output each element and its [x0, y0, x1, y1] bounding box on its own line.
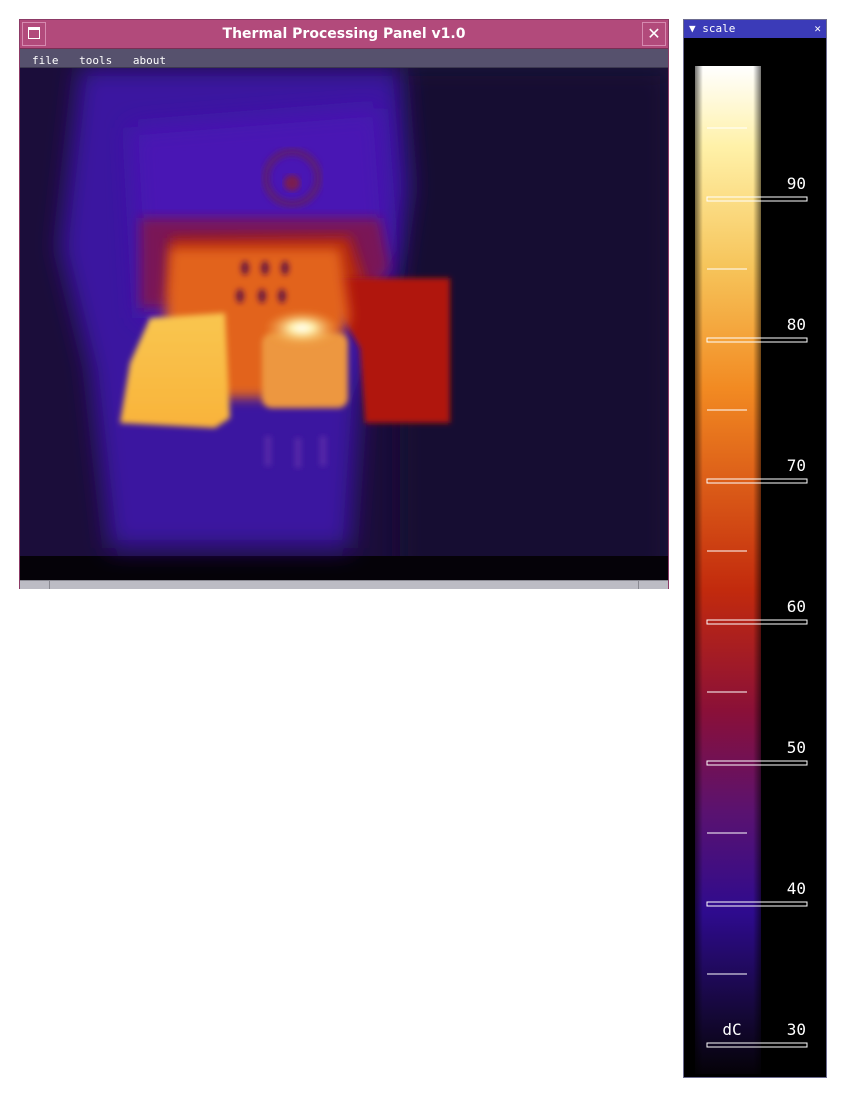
scale-minor-tick: [707, 973, 747, 975]
scale-minor-tick: [707, 691, 747, 693]
main-window: Thermal Processing Panel v1.0 ✕ file too…: [19, 19, 669, 589]
color-scale-bar: 90 80 70 60 50 40 30 dC: [695, 66, 808, 1074]
scale-title-bar[interactable]: ▼ scale ✕: [684, 20, 826, 38]
scale-major-tick: [706, 196, 808, 202]
status-segment: [638, 581, 639, 589]
scale-label: 50: [787, 738, 806, 757]
menu-bar: file tools about: [20, 49, 668, 68]
menu-about[interactable]: about: [132, 54, 167, 67]
scale-major-tick: [706, 619, 808, 625]
window-title: Thermal Processing Panel v1.0: [222, 26, 466, 42]
scale-minor-tick: [707, 550, 747, 552]
scale-major-tick: [706, 760, 808, 766]
scale-label: 40: [787, 879, 806, 898]
title-bar[interactable]: Thermal Processing Panel v1.0 ✕: [20, 20, 668, 49]
scale-window: ▼ scale ✕ 90 80 70 60 50 40 30 dC: [683, 19, 827, 1078]
scale-label: 60: [787, 597, 806, 616]
scale-major-tick: [706, 1042, 808, 1048]
scale-title[interactable]: ▼ scale: [689, 22, 736, 35]
menu-file[interactable]: file: [32, 54, 59, 67]
scale-minor-tick: [707, 409, 747, 411]
scale-label: 90: [787, 174, 806, 193]
scale-label: 30: [787, 1020, 806, 1039]
close-icon[interactable]: ✕: [642, 22, 666, 46]
status-bar: [20, 580, 668, 589]
scale-major-tick: [706, 478, 808, 484]
scale-label: 80: [787, 315, 806, 334]
menu-tools[interactable]: tools: [79, 54, 113, 67]
scale-label: 70: [787, 456, 806, 475]
scale-gradient-edge: [695, 66, 761, 1074]
thermal-image-graphic: [20, 68, 668, 580]
close-icon[interactable]: ✕: [814, 22, 821, 35]
window-menu-icon[interactable]: [22, 22, 46, 46]
scale-minor-tick: [707, 127, 747, 129]
scale-minor-tick: [707, 268, 747, 270]
scale-major-tick: [706, 901, 808, 907]
thermal-image[interactable]: [20, 68, 668, 580]
scale-unit: dC: [722, 1020, 741, 1039]
status-segment: [49, 581, 50, 589]
scale-major-tick: [706, 337, 808, 343]
scale-minor-tick: [707, 832, 747, 834]
